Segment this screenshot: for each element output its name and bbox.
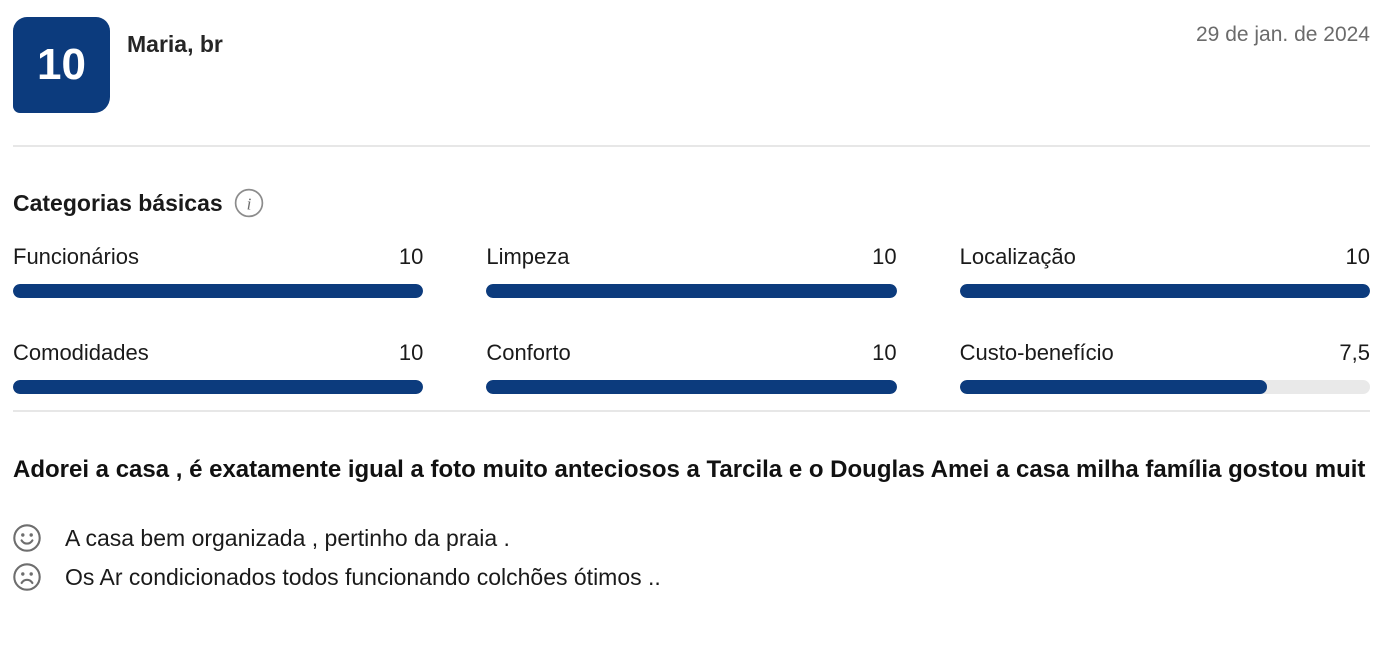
category-label: Limpeza	[486, 244, 570, 269]
category-item-custo-beneficio: Custo-benefício 7,5	[959, 338, 1370, 394]
category-score-bar	[13, 284, 424, 298]
category-item-limpeza: Limpeza 10	[486, 242, 897, 298]
category-score-bar	[486, 284, 897, 298]
reviewer-name: Maria, br	[127, 31, 223, 57]
sad-face-icon	[13, 563, 41, 591]
pros-cons-list: A casa bem organizada , pertinho da prai…	[13, 524, 1370, 591]
category-item-comodidades: Comodidades 10	[13, 338, 424, 394]
negative-review-item: Os Ar condicionados todos funcionando co…	[13, 563, 1370, 591]
category-score: 10	[872, 340, 897, 365]
positive-review-text: A casa bem organizada , pertinho da prai…	[65, 524, 510, 551]
category-score-bar-fill	[486, 380, 897, 394]
review-score-badge: 10	[13, 17, 110, 113]
happy-face-icon	[13, 524, 41, 552]
category-score-bar	[959, 380, 1370, 394]
category-item-localizacao: Localização 10	[959, 242, 1370, 298]
category-score-bar-fill	[13, 380, 424, 394]
review-date: 29 de jan. de 2024	[1196, 23, 1370, 46]
categories-grid: Funcionários 10 Limpeza 10 Localização 1…	[13, 242, 1370, 394]
category-score-bar	[13, 380, 424, 394]
category-item-conforto: Conforto 10	[486, 338, 897, 394]
category-item-funcionarios: Funcionários 10	[13, 242, 424, 298]
category-score-bar	[959, 284, 1370, 298]
category-score-bar	[486, 380, 897, 394]
negative-review-text: Os Ar condicionados todos funcionando co…	[65, 563, 661, 590]
review-header: 10 Maria, br 29 de jan. de 2024	[13, 17, 1370, 113]
svg-text:i: i	[246, 195, 251, 214]
category-score: 10	[398, 244, 424, 269]
positive-review-item: A casa bem organizada , pertinho da prai…	[13, 524, 1370, 552]
category-score-bar-fill	[959, 380, 1268, 394]
review-title: Adorei a casa , é exatamente igual a fot…	[13, 456, 1366, 483]
category-score: 10	[398, 340, 424, 365]
category-score: 10	[872, 244, 897, 269]
category-label: Custo-benefício	[959, 340, 1114, 365]
category-score: 10	[1345, 244, 1370, 269]
category-score: 7,5	[1339, 340, 1370, 365]
category-label: Funcionários	[13, 244, 139, 269]
category-label: Comodidades	[13, 340, 149, 365]
categories-heading: Categorias básicas	[13, 190, 223, 216]
info-icon[interactable]: i	[234, 188, 264, 218]
category-score-bar-fill	[959, 284, 1370, 298]
category-label: Conforto	[486, 340, 571, 365]
categories-section-heading: Categorias básicas i	[13, 188, 1370, 218]
category-label: Localização	[959, 244, 1076, 269]
divider	[13, 410, 1370, 412]
review-card: 10 Maria, br 29 de jan. de 2024 Categori…	[13, 17, 1370, 591]
divider	[13, 145, 1370, 147]
category-score-bar-fill	[13, 284, 424, 298]
category-score-bar-fill	[486, 284, 897, 298]
